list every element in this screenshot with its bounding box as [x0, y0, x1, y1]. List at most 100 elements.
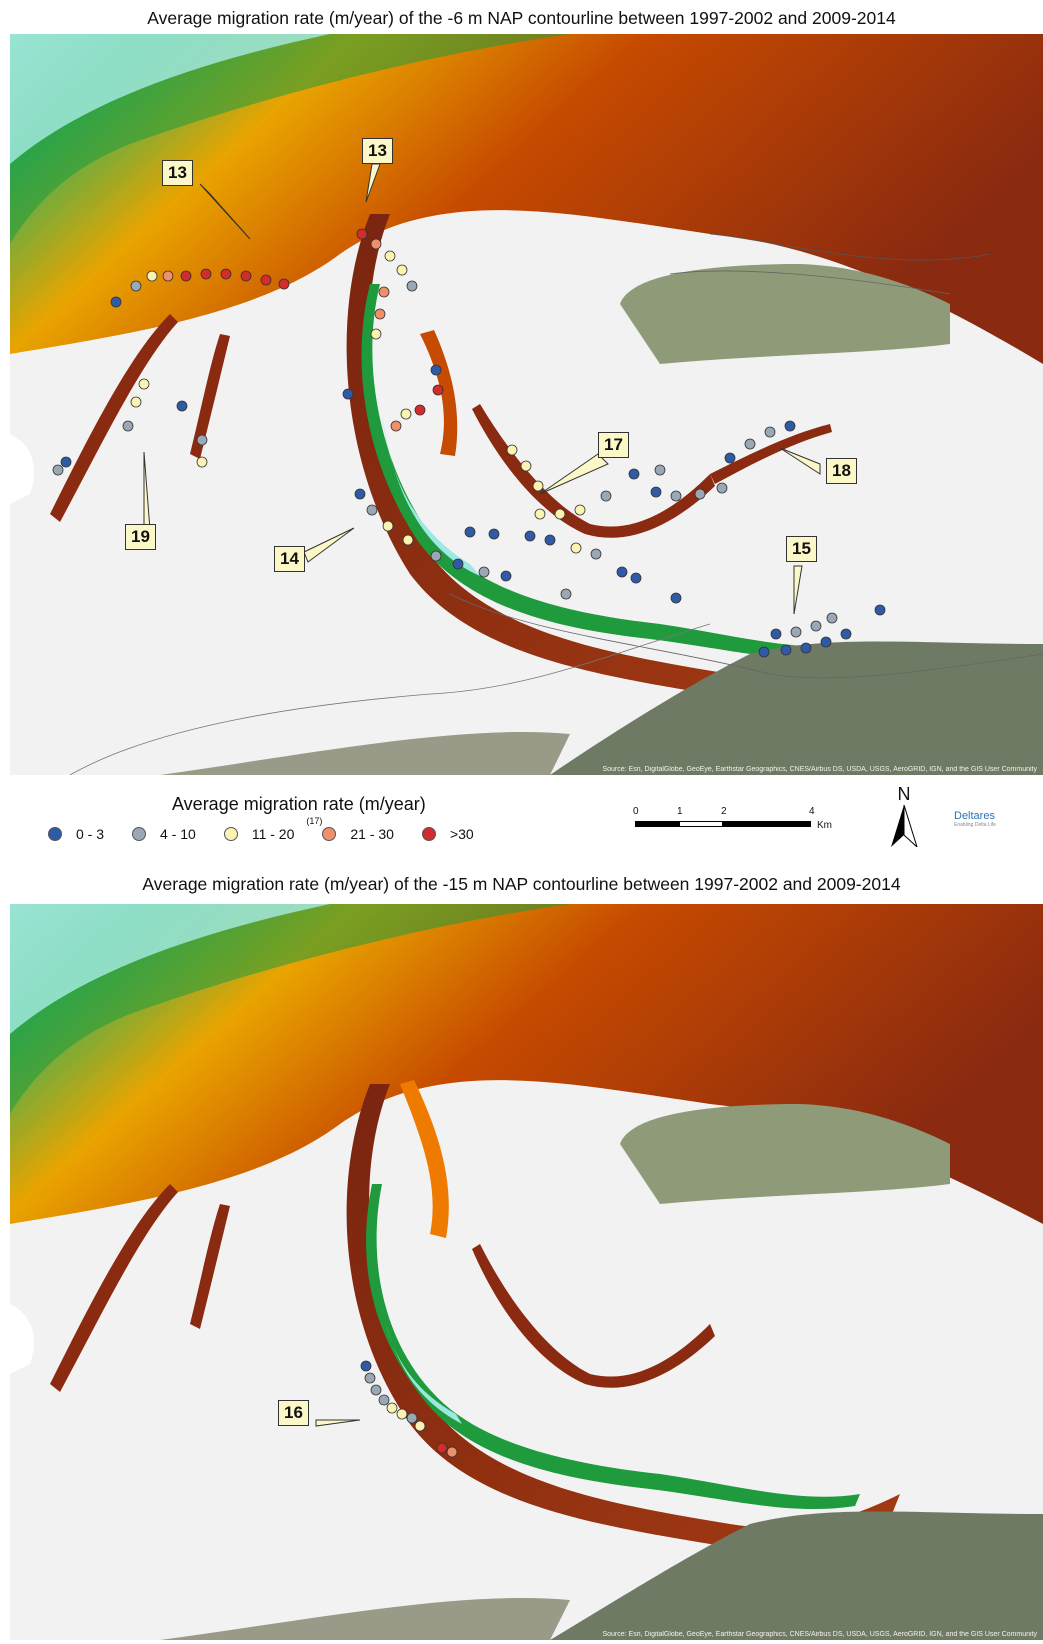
callout-15: 15: [786, 536, 817, 562]
callout-14: 14: [274, 546, 305, 572]
point: [342, 388, 354, 400]
legend-label: 11 - 20: [251, 826, 295, 842]
point: [414, 404, 426, 416]
point: [452, 558, 464, 570]
point: [446, 1446, 458, 1458]
point: [670, 592, 682, 604]
point: [360, 1360, 372, 1372]
point: [402, 534, 414, 546]
scale-tick-0: 0: [633, 806, 639, 817]
legend-label: 21 - 30: [350, 826, 394, 842]
point: [260, 274, 272, 286]
scale-unit: Km: [817, 820, 832, 831]
point: [138, 378, 150, 390]
point: [430, 550, 442, 562]
point: [52, 464, 64, 476]
point: [478, 566, 490, 578]
legend-title: Average migration rate (m/year): [172, 794, 426, 814]
legend-item-11-20: 11 - 20: [223, 826, 295, 842]
map1-source-credit: Source: Esri, DigitalGlobe, GeoEye, Eart…: [602, 766, 1037, 773]
scale-tick-1: 1: [677, 806, 683, 817]
callout-17: 17: [598, 432, 629, 458]
point: [654, 464, 666, 476]
point: [784, 420, 796, 432]
point: [524, 530, 536, 542]
point: [840, 628, 852, 640]
point: [122, 420, 134, 432]
scale-segment: [723, 821, 811, 827]
point: [60, 456, 72, 468]
legend-label: 0 - 3: [76, 826, 105, 842]
callout-13-west: 13: [162, 160, 193, 186]
point: [554, 508, 566, 520]
legend-dot: [322, 827, 337, 841]
point: [180, 270, 192, 282]
point: [820, 636, 832, 648]
point: [694, 488, 706, 500]
point: [406, 1412, 418, 1424]
point: [810, 620, 822, 632]
point: [390, 420, 402, 432]
legend-items: 0 - 3 4 - 10 11 - 20 (17) 21 - 30 >30: [48, 816, 502, 842]
legend-item-4-10: 4 - 10: [132, 826, 196, 842]
legend-label: 4 - 10: [160, 826, 196, 842]
point: [356, 228, 368, 240]
coastline-map1: [449, 270, 1043, 679]
point: [590, 548, 602, 560]
point: [414, 1420, 426, 1432]
point: [436, 1442, 448, 1454]
point: [370, 1384, 382, 1396]
legend-label: >30: [449, 826, 474, 842]
point: [370, 238, 382, 250]
north-arrow-icon: [891, 804, 919, 849]
point: [430, 364, 442, 376]
point: [366, 504, 378, 516]
point: [162, 270, 174, 282]
point: [758, 646, 770, 658]
point: [650, 486, 662, 498]
legend: Average migration rate (m/year) 0 - 3 4 …: [0, 784, 1043, 844]
point: [130, 396, 142, 408]
point: [790, 626, 802, 638]
callout-13-central: 13: [362, 138, 393, 164]
north-label: N: [897, 784, 911, 804]
point: [670, 490, 682, 502]
point: [354, 488, 366, 500]
point: [196, 434, 208, 446]
callout-leader-16: [315, 1419, 361, 1427]
point: [386, 1402, 398, 1414]
logo-tagline: Enabling Delta Life: [954, 822, 996, 828]
legend-item-0-3: 0 - 3: [48, 826, 104, 842]
point: [378, 286, 390, 298]
point: [616, 566, 628, 578]
point: [240, 270, 252, 282]
point: [146, 270, 158, 282]
legend-dot: [421, 827, 436, 841]
legend-item-21-30: (17) 21 - 30: [306, 816, 394, 842]
point: [364, 1372, 376, 1384]
callout-16: 16: [278, 1400, 309, 1426]
point: [406, 280, 418, 292]
map-panel-15m[interactable]: Source: Esri, DigitalGlobe, GeoEye, Eart…: [10, 904, 1043, 1640]
point: [220, 268, 232, 280]
point: [600, 490, 612, 502]
legend-dot: [223, 827, 238, 841]
point: [534, 508, 546, 520]
legend-dot: [48, 827, 62, 841]
point: [560, 588, 572, 600]
map-panel-6m[interactable]: Source: Esri, DigitalGlobe, GeoEye, Eart…: [10, 34, 1043, 775]
legend-item-30-plus: >30: [421, 826, 474, 842]
point: [874, 604, 886, 616]
callout-19: 19: [125, 524, 156, 550]
point: [176, 400, 188, 412]
point: [378, 1394, 390, 1406]
point: [396, 264, 408, 276]
point: [826, 612, 838, 624]
point: [764, 426, 776, 438]
migration-points-map1: [52, 228, 886, 658]
point: [500, 570, 512, 582]
point: [630, 572, 642, 584]
point: [278, 278, 290, 290]
scale-bar: 0 1 2 4 Km: [633, 806, 832, 836]
point: [544, 534, 556, 546]
